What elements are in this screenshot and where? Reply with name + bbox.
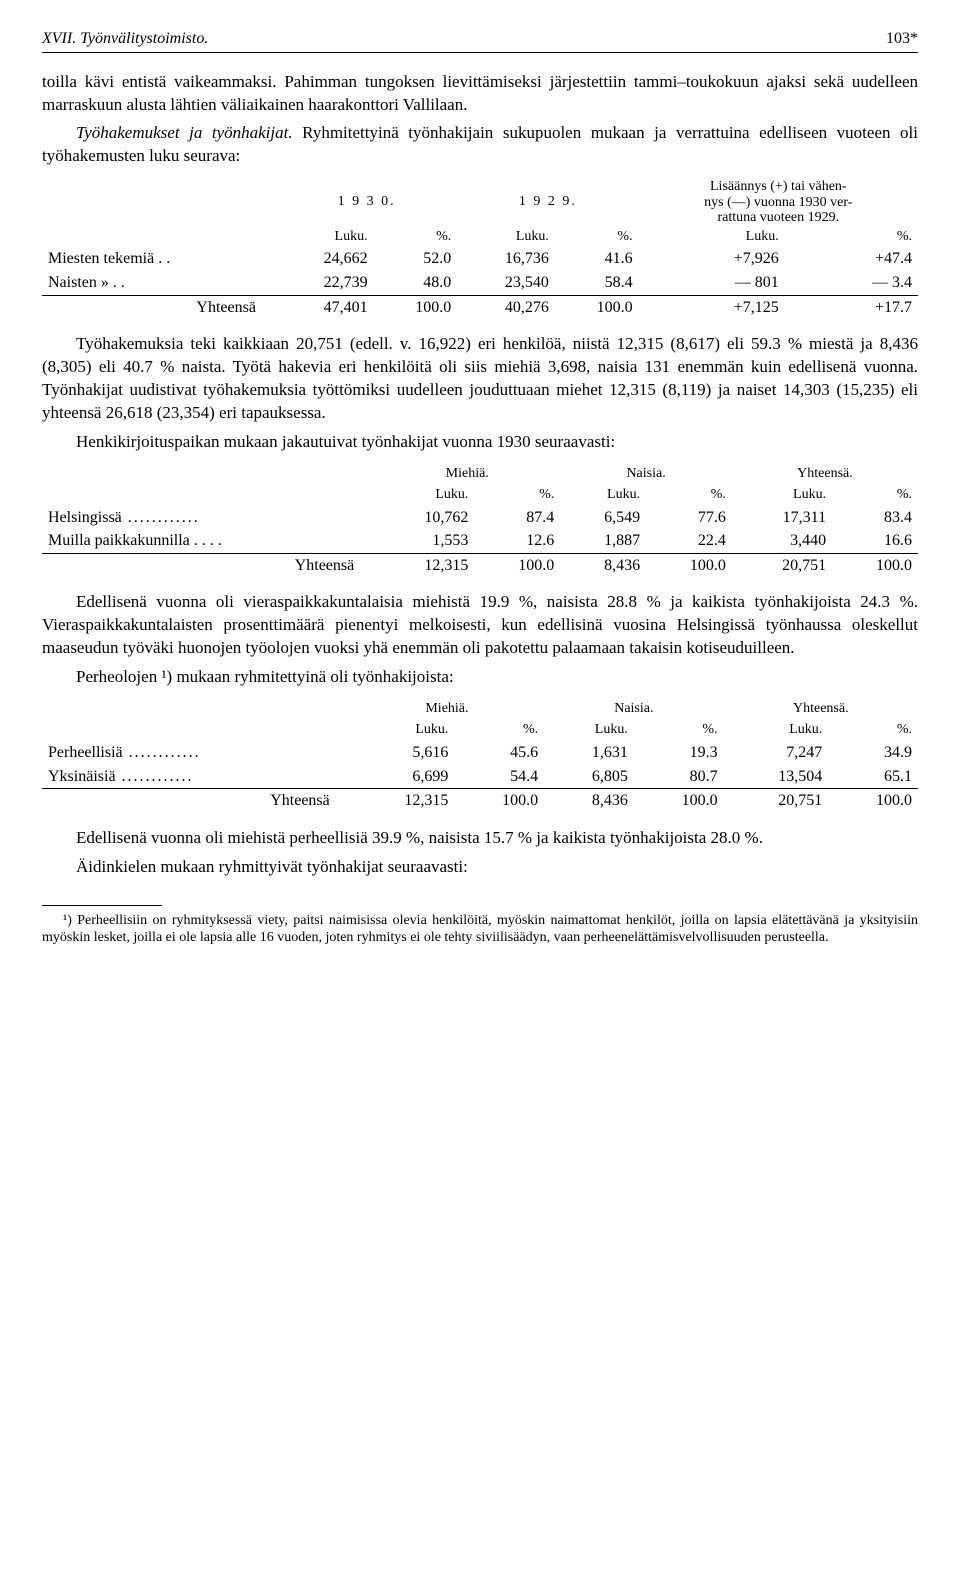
paragraph-6: Perheolojen ¹) mukaan ryhmitettyinä oli … [42,666,918,689]
table-row: Helsingissä 10,762 87.4 6,549 77.6 17,31… [42,506,918,530]
paragraph-4: Henkikirjoituspaikan mukaan jakautuivat … [42,431,918,454]
table-total-row: Yhteensä 12,315 100.0 8,436 100.0 20,751… [42,553,918,577]
page-number: 103* [886,28,918,50]
para2-lead: Työhakemukset ja työnhakijat. [76,123,293,142]
t2-subheader: Luku. %. Luku. %. Luku. %. [42,485,918,506]
t1-subheader: Luku. %. Luku. %. Luku. %. [42,227,918,248]
table-row: Yksinäisiä 6,699 54.4 6,805 80.7 13,504 … [42,765,918,789]
paragraph-8: Äidinkielen mukaan ryhmittyivät työnhaki… [42,856,918,879]
paragraph-5: Edellisenä vuonna oli vieraspaikkakuntal… [42,591,918,660]
t1-group-1930: 1 9 3 0. [276,178,457,226]
page-header: XVII. Työnvälitystoimisto. 103* [42,28,918,50]
footnote-rule [42,905,162,906]
table-residence: Miehiä. Naisia. Yhteensä. Luku. %. Luku.… [42,464,918,578]
header-left: XVII. Työnvälitystoimisto. [42,28,208,50]
paragraph-3: Työhakemuksia teki kaikkiaan 20,751 (ede… [42,333,918,425]
paragraph-2: Työhakemukset ja työnhakijat. Ryhmitetty… [42,122,918,168]
t3-subheader: Luku. %. Luku. %. Luku. %. [42,720,918,741]
table-row: Muilla paikkakunnilla . . . . 1,553 12.6… [42,529,918,553]
footnote-1: ¹) Perheellisiin on ryhmityksessä viety,… [42,912,918,947]
table-family-status: Miehiä. Naisia. Yhteensä. Luku. %. Luku.… [42,699,918,813]
header-rule [42,52,918,53]
t1-group-1929: 1 9 2 9. [457,178,638,226]
paragraph-1: toilla kävi entistä vaikeammaksi. Pahimm… [42,71,918,117]
t1-group-diff: Lisäännys (+) tai vähen- nys (—) vuonna … [639,178,918,226]
table-row: Naisten » . . 22,739 48.0 23,540 58.4 — … [42,271,918,295]
table-row: Perheellisiä 5,616 45.6 1,631 19.3 7,247… [42,741,918,765]
table-total-row: Yhteensä 47,401 100.0 40,276 100.0 +7,12… [42,295,918,319]
table-gender-applications: 1 9 3 0. 1 9 2 9. Lisäännys (+) tai vähe… [42,178,918,319]
table-total-row: Yhteensä 12,315 100.0 8,436 100.0 20,751… [42,789,918,813]
paragraph-7: Edellisenä vuonna oli miehistä perheelli… [42,827,918,850]
table-row: Miesten tekemiä . . 24,662 52.0 16,736 4… [42,247,918,271]
